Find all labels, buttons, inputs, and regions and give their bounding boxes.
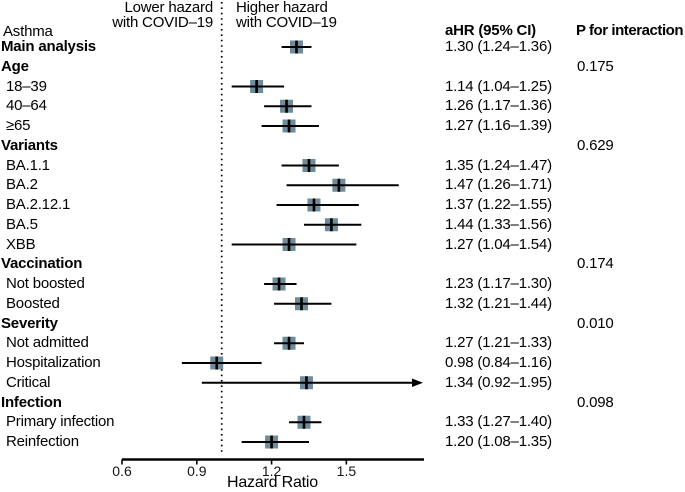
effect-estimate-tick [337,178,341,192]
row-ahr-value: 1.26 (1.17–1.36) [445,97,552,115]
row-ahr-value: 1.34 (0.92–1.95) [445,373,552,391]
row-label: Main analysis [1,38,96,55]
higher-hazard-annotation: Higher hazard with COVID–19 [236,0,337,31]
row-label: Hospitalization [6,354,101,371]
row-label: Reinfection [6,433,79,450]
row-ahr-value: 1.27 (1.21–1.33) [445,334,552,352]
annotation-line-2: with COVID–19 [112,13,213,31]
x-tick-label: 0.6 [112,463,132,479]
row-ahr-value: 1.37 (1.22–1.55) [445,196,552,213]
row-column-header: Asthma [3,23,53,40]
row-label: Severity [1,314,58,332]
effect-estimate-tick [312,198,316,212]
effect-estimate-tick [277,277,281,291]
row-ahr-value: 1.33 (1.27–1.40) [445,413,552,431]
annotation-line-2: with COVID–19 [236,13,337,31]
row-label: ≥65 [6,117,31,134]
row-ahr-value: 1.20 (1.08–1.35) [445,433,552,450]
row-label: Vaccination [1,255,83,273]
effect-estimate-tick [270,435,273,449]
row-ahr-value: 1.30 (1.24–1.36) [445,38,552,55]
annotation-line-1: Higher hazard [236,0,328,16]
row-ahr-value: 1.27 (1.16–1.39) [445,117,552,134]
row-label: Variants [1,136,58,154]
x-tick-label: 1.2 [261,463,282,479]
row-label: Boosted [6,294,60,312]
row-p-value: 0.175 [577,57,614,75]
effect-estimate-tick [300,297,303,311]
row-ahr-value: 1.32 (1.21–1.44) [445,294,552,312]
effect-estimate-tick [255,80,258,93]
row-label: 18–39 [6,77,47,95]
row-ahr-value: 1.23 (1.17–1.30) [445,275,552,292]
x-tick-label: 0.9 [187,463,207,479]
row-label: BA.5 [6,215,38,233]
lower-hazard-annotation: Lower hazard with COVID–19 [40,0,214,31]
effect-estimate-tick [287,119,291,133]
p-column-header: P for interaction [576,22,684,39]
row-p-value: 0.010 [577,314,614,332]
row-label: BA.2.12.1 [6,196,71,213]
effect-estimate-tick [330,218,333,232]
row-ahr-value: 1.44 (1.33–1.56) [445,215,552,233]
row-label: 40–64 [6,97,47,115]
x-axis-title: Hazard Ratio [227,474,318,491]
row-ahr-value: 1.14 (1.04–1.25) [445,77,552,95]
effect-estimate-tick [305,376,308,390]
row-label: Critical [6,373,51,391]
effect-estimate-tick [302,415,306,429]
row-p-value: 0.098 [577,393,614,411]
row-ahr-value: 1.47 (1.26–1.71) [445,176,552,194]
row-ahr-value: 1.35 (1.24–1.47) [445,156,552,174]
row-label: Not boosted [6,275,85,292]
effect-estimate-tick [295,40,298,54]
row-ahr-value: 1.27 (1.04–1.54) [445,235,552,253]
effect-estimate-tick [307,159,311,172]
row-label: BA.2 [6,176,38,194]
row-label: Not admitted [6,334,89,352]
ci-arrow [412,378,423,387]
effect-estimate-tick [287,238,291,251]
row-ahr-value: 0.98 (0.84–1.16) [445,354,552,371]
row-label: Age [1,57,29,75]
effect-estimate-tick [287,336,291,350]
row-p-value: 0.629 [577,136,614,154]
effect-estimate-tick [215,356,219,370]
row-label: XBB [6,235,36,253]
annotation-line-1: Lower hazard [124,0,214,16]
row-label: Primary infection [6,413,115,431]
row-label: BA.1.1 [6,156,50,174]
row-p-value: 0.174 [577,255,614,273]
x-tick-label: 1.5 [336,463,357,479]
row-label: Infection [1,393,62,411]
ahr-column-header: aHR (95% CI) [445,22,536,39]
effect-estimate-tick [285,99,288,113]
